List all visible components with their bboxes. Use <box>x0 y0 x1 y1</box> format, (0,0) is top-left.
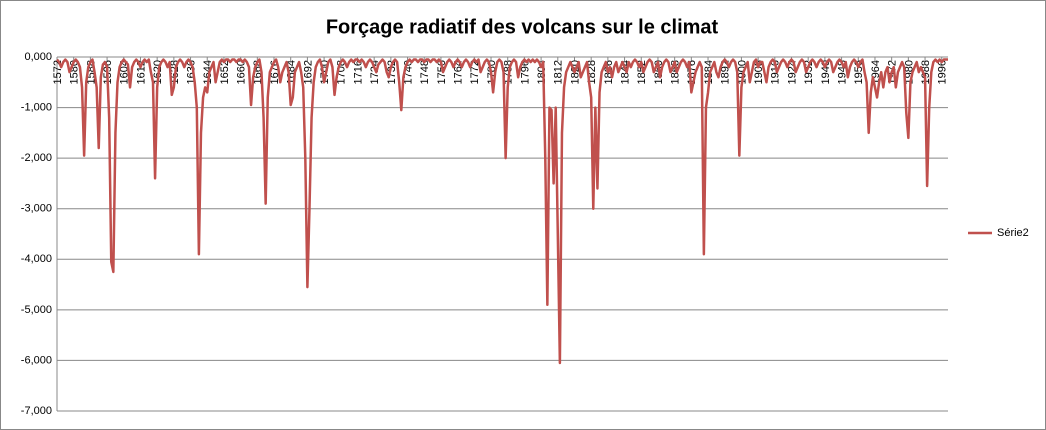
x-tick-label: 1716 <box>352 60 364 84</box>
y-tick-label: -4,000 <box>21 253 52 265</box>
x-tick-label: 1612 <box>135 60 147 84</box>
x-tick-label: 1804 <box>536 60 548 84</box>
x-tick-label: 1692 <box>302 60 314 84</box>
x-tick-label: 1796 <box>519 60 531 84</box>
x-tick-label: 1940 <box>820 60 832 84</box>
x-tick-label: 1956 <box>853 60 865 84</box>
y-tick-label: -1,000 <box>21 101 52 113</box>
series-line <box>56 58 948 365</box>
legend-label: Série2 <box>997 227 1029 239</box>
y-tick-label: -6,000 <box>21 354 52 366</box>
x-tick-label: 1652 <box>219 60 231 84</box>
y-tick-label: -5,000 <box>21 304 52 316</box>
chart-title: Forçage radiatif des volcans sur le clim… <box>326 16 719 38</box>
y-tick-label: -3,000 <box>21 203 52 215</box>
x-tick-label: 1660 <box>236 60 248 84</box>
x-tick-label: 1748 <box>419 60 431 84</box>
y-tick-label: 0,000 <box>24 51 52 63</box>
y-tick-label: -7,000 <box>21 405 52 417</box>
x-tick-label: 1604 <box>119 60 131 84</box>
x-tick-label: 1988 <box>920 60 932 84</box>
x-tick-label: 1996 <box>937 60 949 84</box>
x-tick-label: 1772 <box>469 60 481 84</box>
x-tick-label: 1812 <box>553 60 565 84</box>
y-tick-label: -2,000 <box>21 152 52 164</box>
